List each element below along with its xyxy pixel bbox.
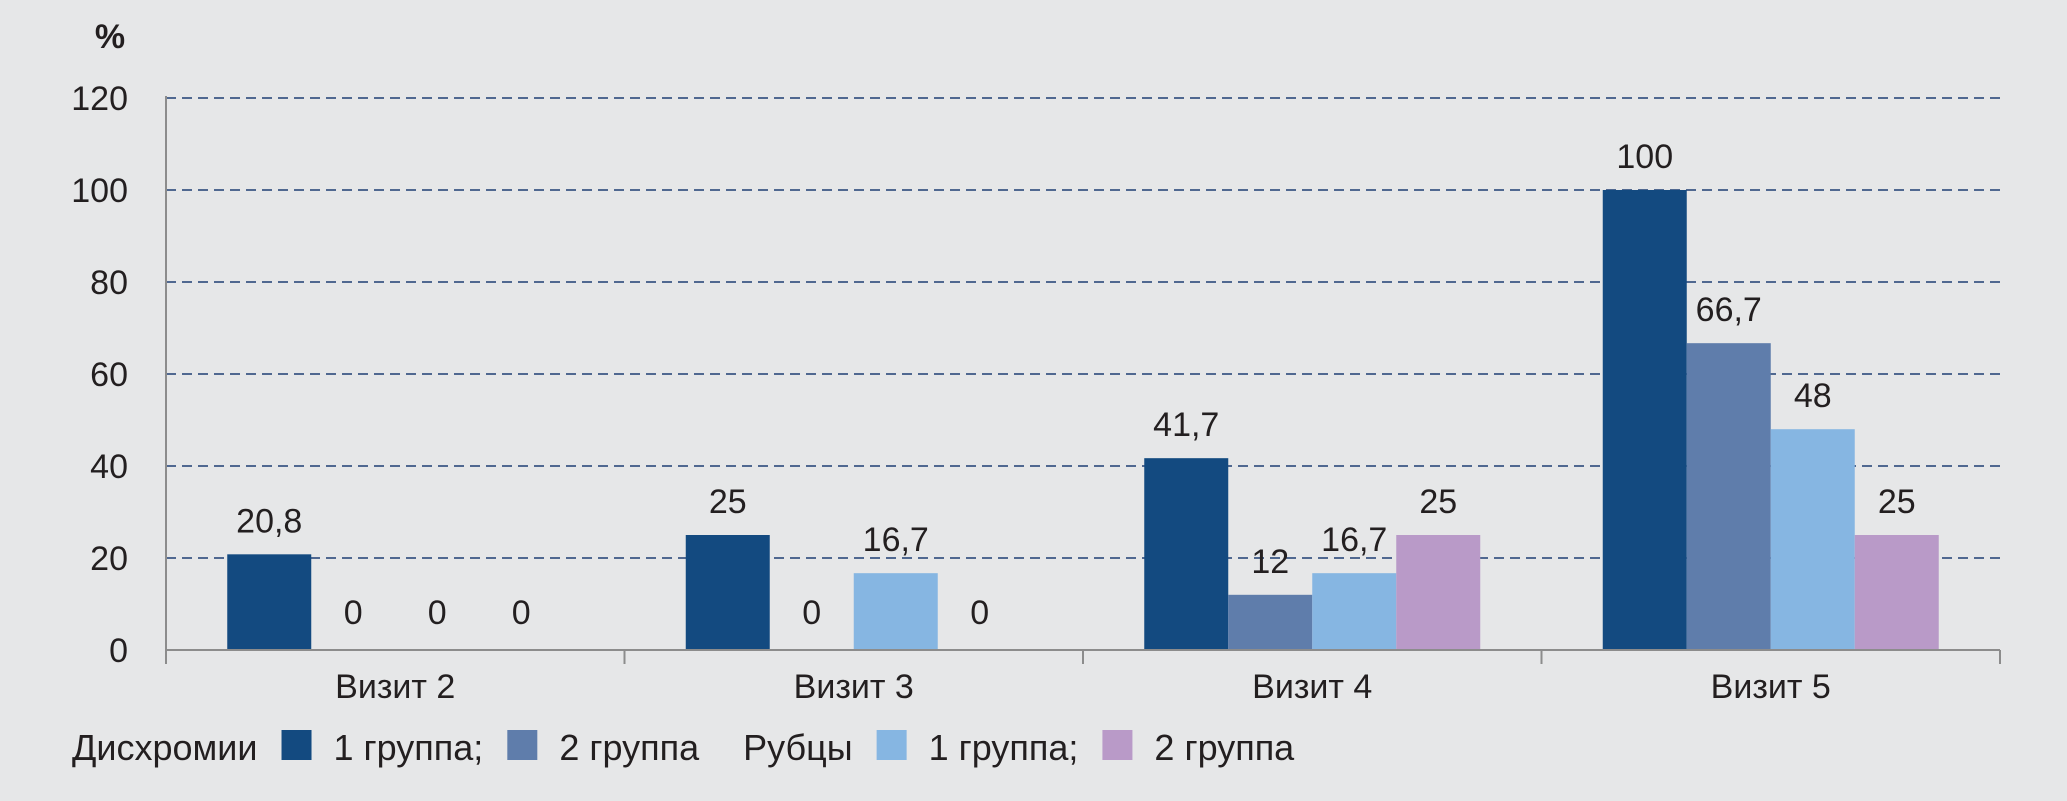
bar [1228, 594, 1313, 650]
data-label: 16,7 [863, 521, 929, 559]
bar [853, 573, 938, 650]
x-tick-label: Визит 2 [335, 668, 455, 706]
data-label: 25 [1419, 483, 1457, 521]
bar [1144, 458, 1229, 650]
data-label: 41,7 [1153, 406, 1219, 444]
legend-label: 1 группа; [929, 727, 1079, 768]
data-label: 0 [970, 594, 989, 632]
bar [1686, 343, 1771, 650]
x-tick-label: Визит 3 [794, 668, 914, 706]
data-label: 0 [344, 594, 363, 632]
data-label: 48 [1794, 377, 1832, 415]
data-label: 20,8 [236, 502, 302, 540]
y-tick-label: 60 [90, 356, 128, 394]
data-label: 0 [512, 594, 531, 632]
data-label: 66,7 [1696, 291, 1762, 329]
bars: 20,8 0 0 0 25 0 16,7 0 41,7 12 16,7 25 100 66,7 48 25 [227, 138, 1939, 650]
bar [1602, 190, 1687, 650]
data-label: 0 [802, 594, 821, 632]
legend-swatch [281, 730, 312, 760]
data-label: 16,7 [1321, 521, 1387, 559]
legend-label: 2 группа [559, 727, 700, 768]
y-tick-label: 100 [71, 172, 128, 210]
bar [1770, 429, 1855, 650]
legend-group-title: Дисхромии [72, 727, 258, 768]
data-label: 0 [428, 594, 447, 632]
data-label: 25 [1878, 483, 1916, 521]
data-label: 12 [1251, 543, 1289, 581]
legend-label: 2 группа [1154, 727, 1295, 768]
data-label: 100 [1616, 138, 1673, 176]
legend-swatch [1102, 730, 1133, 760]
bar [227, 554, 312, 650]
legend-swatch [876, 730, 907, 760]
legend-group-title: Рубцы [743, 727, 853, 768]
legend-label: 1 группа; [334, 727, 484, 768]
y-axis-unit: % [95, 18, 125, 56]
y-tick-label: 40 [90, 448, 128, 486]
x-tick-label: Визит 4 [1252, 668, 1372, 706]
y-axis-ticks: 0 20 40 60 80 100 120 [71, 80, 128, 670]
bar [1312, 573, 1397, 650]
y-tick-label: 20 [90, 540, 128, 578]
bar [1396, 535, 1481, 650]
y-tick-label: 0 [109, 632, 128, 670]
x-tick-label: Визит 5 [1711, 668, 1831, 706]
data-label: 25 [709, 483, 747, 521]
y-tick-label: 80 [90, 264, 128, 302]
x-axis-labels: Визит 2 Визит 3 Визит 4 Визит 5 [335, 668, 1831, 706]
bar [1854, 535, 1939, 650]
y-tick-label: 120 [71, 80, 128, 118]
legend-swatch [507, 730, 538, 760]
legend: Дисхромии 1 группа; 2 группа Рубцы 1 группа;… [72, 727, 1295, 768]
axes [165, 96, 2001, 664]
bar [685, 535, 770, 650]
